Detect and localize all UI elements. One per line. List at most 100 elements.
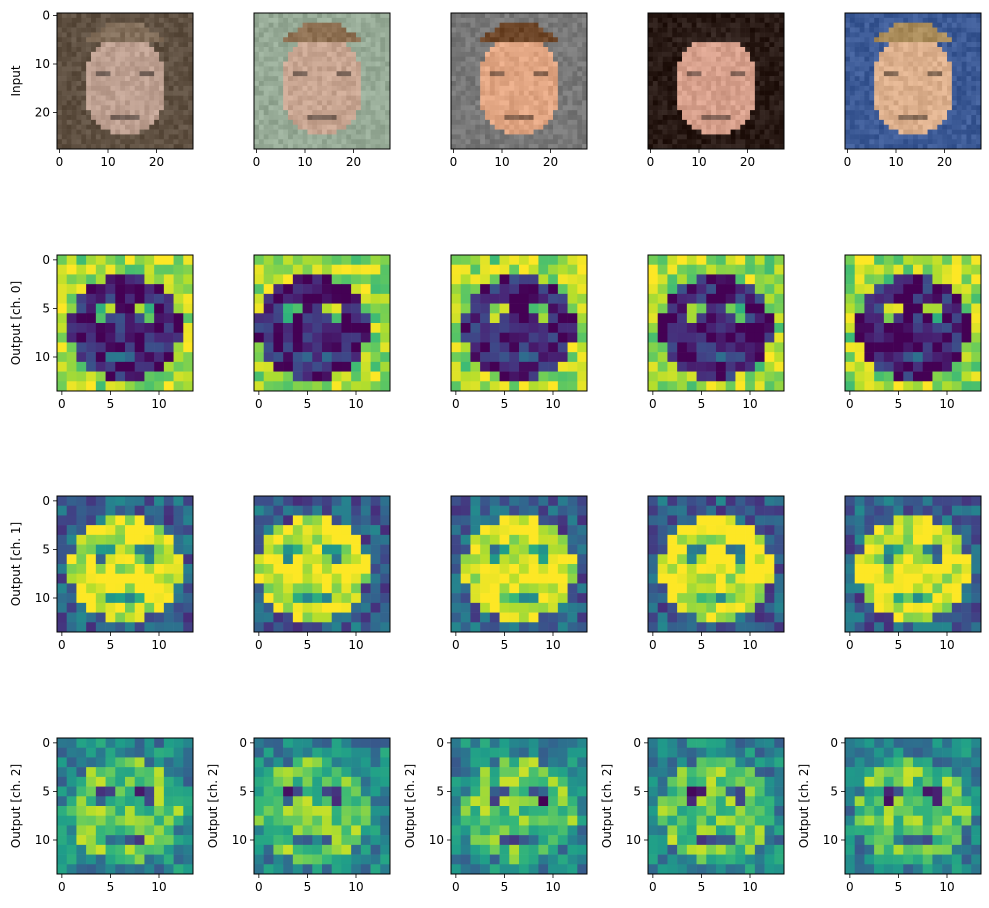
pixel-cell (125, 37, 131, 43)
pixel-cell (144, 255, 155, 266)
pixel-cell (268, 119, 274, 126)
pixel-cell (971, 274, 982, 285)
pixel-cell (504, 85, 510, 92)
pixel-cell (120, 47, 126, 53)
pixel-cell (976, 105, 982, 111)
pixel-cell (711, 139, 717, 145)
pixel-cell (725, 61, 731, 67)
pixel-cell (331, 66, 337, 72)
pixel-cell (730, 129, 736, 135)
pixel-cell (365, 119, 371, 126)
pixel-cell (317, 144, 323, 150)
pixel-cell (370, 47, 376, 53)
pixel-cell (971, 129, 977, 135)
pixel-cell (263, 110, 269, 116)
pixel-cell (769, 76, 775, 82)
pixel-cell (273, 381, 284, 392)
pixel-cell (951, 71, 958, 77)
pixel-cell (66, 129, 72, 135)
pixel-cell (326, 100, 333, 106)
pixel-cell (769, 42, 775, 48)
pixel-cell (154, 42, 160, 48)
pixel-cell (543, 17, 549, 24)
pixel-cell (120, 115, 126, 121)
pixel-cell (951, 81, 958, 87)
pixel-cell (451, 17, 457, 24)
pixel-cell (485, 42, 491, 48)
pixel-cell (307, 95, 313, 101)
pixel-cell (903, 47, 909, 53)
pixel-cell (648, 323, 659, 334)
pixel-cell (657, 361, 668, 372)
pixel-cell (686, 71, 693, 77)
pixel-cell (254, 27, 260, 33)
pixel-cell (183, 139, 189, 145)
pixel-cell (859, 139, 865, 145)
pixel-cell (460, 303, 471, 314)
pixel-cell (71, 61, 77, 67)
pixel-cell (173, 119, 179, 126)
pixel-cell (144, 42, 150, 48)
pixel-cell (105, 37, 111, 43)
pixel-cell (129, 27, 136, 33)
pixel-cell (71, 105, 77, 111)
pixel-cell (331, 274, 342, 285)
pixel-cell (557, 352, 568, 363)
pixel-cell (720, 81, 727, 87)
pixel-cell (254, 85, 260, 92)
pixel-cell (470, 51, 476, 58)
pixel-cell (691, 76, 697, 82)
pixel-cell (908, 110, 914, 116)
pixel-cell (76, 332, 87, 343)
pixel-cell (864, 37, 870, 43)
pixel-cell (706, 293, 717, 304)
pixel-cell (854, 381, 865, 392)
pixel-cell (451, 124, 457, 130)
pixel-cell (716, 17, 722, 24)
pixel-cell (173, 51, 179, 58)
pixel-cell (292, 76, 299, 82)
pixel-cell (268, 56, 274, 62)
pixel-cell (677, 332, 688, 343)
pixel-cell (86, 81, 92, 87)
pixel-cell (451, 110, 457, 116)
pixel-cell (730, 51, 736, 58)
pixel-cell (76, 95, 82, 101)
pixel-cell (115, 32, 121, 38)
pixel-cell (874, 303, 885, 314)
pixel-cell (922, 66, 928, 72)
pixel-cell (489, 274, 500, 285)
pixel-cell (533, 85, 539, 92)
pixel-cell (750, 124, 756, 130)
pixel-cell (168, 32, 174, 38)
pixel-cell (759, 22, 765, 28)
pixel-cell (730, 13, 736, 19)
pixel-cell (917, 37, 924, 43)
pixel-cell (682, 124, 688, 130)
pixel-cell (720, 90, 727, 96)
pixel-cell (81, 76, 87, 82)
input-face-image (648, 13, 785, 150)
pixel-cell (528, 85, 534, 92)
pixel-cell (577, 342, 588, 353)
pixel-cell (100, 115, 106, 121)
pixel-cell (682, 71, 688, 77)
pixel-cell (268, 71, 274, 77)
pixel-cell (480, 332, 491, 343)
pixel-cell (869, 144, 875, 150)
pixel-cell (523, 100, 530, 106)
pixel-cell (485, 129, 491, 135)
pixel-cell (691, 81, 697, 87)
pixel-cell (326, 32, 333, 38)
pixel-cell (750, 105, 756, 111)
pixel-cell (66, 115, 72, 121)
pixel-cell (263, 134, 269, 140)
pixel-cell (657, 100, 663, 106)
pixel-cell (903, 13, 909, 19)
pixel-cell (567, 144, 573, 150)
pixel-cell (932, 13, 938, 19)
pixel-cell (764, 42, 770, 48)
pixel-cell (465, 105, 471, 111)
pixel-cell (129, 85, 136, 92)
pixel-cell (360, 332, 371, 343)
